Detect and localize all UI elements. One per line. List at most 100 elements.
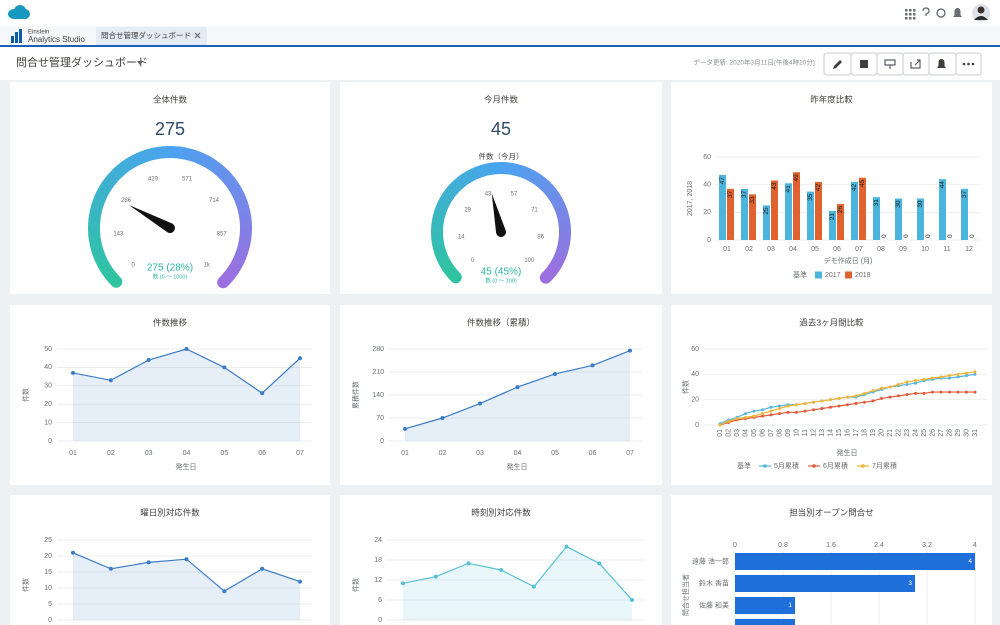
gauge-arc [104,269,123,288]
gauge-arc [88,234,102,244]
x-tick-label: 10 [921,246,929,253]
bar-value-label: 4 [968,558,972,565]
point [466,561,471,566]
y-tick-label: 10 [44,585,52,592]
y-tick-label: 20 [44,553,52,560]
point [761,414,764,418]
x-tick-label: 1.6 [826,542,836,549]
salesforce-logo[interactable] [8,5,30,19]
y-tick-label: 210 [372,369,384,376]
analytics-logo[interactable] [11,29,22,43]
point [973,390,977,394]
widget-value: 45 [491,119,511,139]
title-dropdown[interactable] [137,61,143,65]
gauge-arc [154,146,164,160]
point [478,401,482,406]
gauge-tick-label: 43 [485,192,492,198]
legend-label: 2018 [855,272,871,279]
gauge-arc [89,240,104,252]
point [795,410,798,414]
point [718,423,722,427]
gauge-arc [176,146,187,160]
help-icon[interactable] [922,7,930,16]
bar [895,198,902,240]
bar [807,191,814,240]
x-axis-label: 発生日 [837,448,858,457]
gauge-tick-label: 14 [458,235,465,241]
user-avatar[interactable] [972,4,990,22]
gauge-arc [183,147,195,162]
gauge-arc [552,199,566,211]
gauge-tick-label: 714 [209,198,220,204]
gauge-arc [556,243,570,253]
bar-value-label: 30 [895,200,902,208]
gauge-tick-label: 71 [531,208,538,214]
point [939,390,943,394]
point [854,401,858,405]
tab-close[interactable] [194,32,201,39]
area-fill [403,546,632,620]
y-tick-label: 5 [48,601,52,608]
point [905,393,909,397]
x-tick-label: 30 [963,429,970,437]
gauge-arc [545,187,560,201]
point [298,579,302,584]
y-tick-label: 6 [378,597,382,604]
y-tick-label: 40 [44,364,52,371]
bar-value-label: 37 [741,190,748,198]
gauge-arc [101,266,116,281]
y-axis-label: 件数 [21,578,30,592]
bar [719,174,726,240]
bar [917,198,924,240]
x-tick-label: 02 [439,450,447,457]
gauge-arc [202,155,217,171]
widget-card [340,82,662,294]
bar [859,177,866,240]
x-tick-label: 01 [717,429,724,437]
gauge-arc [93,254,109,267]
gauge-arc [539,266,557,284]
x-tick-label: 07 [626,450,634,457]
point [922,377,926,381]
notification-icon[interactable] [953,8,962,17]
bar [793,172,800,240]
bar-value-label: 0 [903,234,910,238]
point [973,372,977,376]
gauge-arc [238,212,252,222]
gauge-arc [506,162,516,176]
gauge-needle [491,193,507,238]
app-launcher-icon[interactable] [905,9,916,20]
subscribe-icon [937,59,946,68]
dashboard-tab[interactable] [96,27,207,46]
gauge-arc [517,165,529,179]
gauge-arc [91,195,106,208]
bar [735,553,975,570]
gauge-tick-label: 286 [121,198,132,204]
bar-value-label: 42 [815,184,822,192]
settings-icon[interactable] [936,8,946,18]
gauge-arc [512,163,522,177]
gauge-arc [227,260,243,275]
gauge-tick-label: 0 [132,262,136,268]
point [778,412,781,416]
x-tick-label: 31 [972,429,979,437]
y-tick-label: 60 [691,346,699,353]
gauge-arc [112,164,127,179]
point [630,598,634,602]
dashboard-title: 問合せ管理ダッシュボード [16,55,148,69]
widget-card [10,305,330,485]
present-button[interactable] [876,52,904,76]
bar-value-label: 44 [939,181,946,189]
point [222,589,227,594]
point [108,378,113,383]
bar [815,181,822,240]
point [260,391,265,396]
y-axis-label: 2017, 2018 [687,181,694,216]
gauge-arc [487,162,496,176]
gauge-arc [549,193,564,206]
point [863,400,866,404]
point [829,398,832,402]
bar-value-label: 47 [719,177,726,185]
point [727,419,730,423]
gauge-arc [468,167,480,181]
